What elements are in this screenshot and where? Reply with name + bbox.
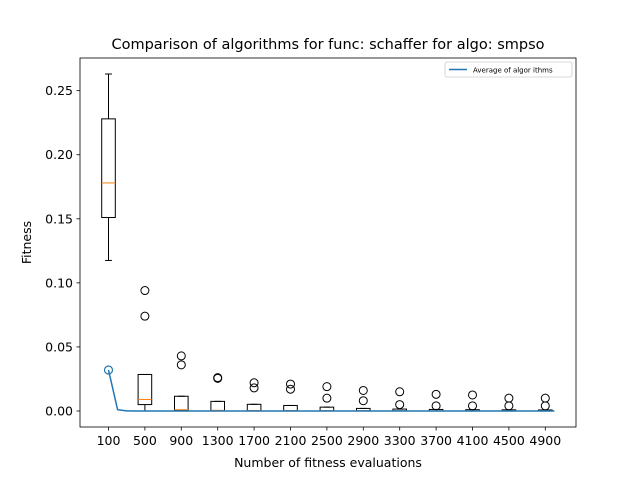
x-tick-label: 4500 bbox=[493, 433, 525, 448]
box-flier bbox=[468, 390, 477, 400]
plot-area bbox=[80, 58, 576, 427]
chart-title: Comparison of algorithms for func: schaf… bbox=[111, 37, 544, 53]
x-tick-label: 3300 bbox=[384, 433, 416, 448]
x-tick-label: 2900 bbox=[347, 433, 379, 448]
x-tick-label: 4100 bbox=[457, 433, 489, 448]
x-tick-label: 1300 bbox=[202, 433, 234, 448]
box-flier bbox=[504, 393, 514, 403]
legend: Average of algor ithms bbox=[444, 61, 573, 78]
box-flier bbox=[358, 396, 368, 406]
y-tick-label: 0.15 bbox=[45, 211, 73, 226]
box-flier bbox=[431, 389, 441, 399]
y-axis-label: Fitness bbox=[19, 221, 34, 264]
y-tick-label: 0.10 bbox=[45, 275, 73, 290]
box-flier bbox=[286, 379, 295, 389]
series-line bbox=[107, 369, 555, 412]
box-flier bbox=[540, 393, 550, 403]
box-flier bbox=[468, 401, 477, 411]
box-flier bbox=[176, 360, 186, 370]
legend-label: Average of algor ithms bbox=[473, 67, 553, 75]
y-axis: 0.00 0.05 0.10 0.15 0.20 0.25 bbox=[45, 83, 80, 418]
box-body bbox=[137, 373, 153, 406]
plot-frame bbox=[79, 57, 577, 428]
box-flier bbox=[140, 286, 150, 296]
legend-box bbox=[444, 61, 573, 78]
box-flier bbox=[249, 383, 259, 393]
x-tick-label: 2100 bbox=[275, 433, 307, 448]
y-tick-label: 0.20 bbox=[45, 147, 73, 162]
box-body bbox=[101, 118, 116, 219]
x-axis-label: Number of fitness evaluations bbox=[234, 455, 422, 470]
series bbox=[103, 365, 555, 412]
x-axis: 100 500 900 1300 1700 2100 2500 2900 3300 3700 410… bbox=[97, 427, 561, 448]
box-flier bbox=[213, 373, 223, 383]
box-flier bbox=[322, 382, 332, 392]
box-flier bbox=[140, 311, 150, 321]
box-100 bbox=[101, 73, 116, 261]
box-flier bbox=[322, 393, 332, 403]
x-tick-label: 2500 bbox=[311, 433, 343, 448]
box-flier bbox=[395, 387, 405, 397]
y-tick-label: 0.25 bbox=[45, 83, 73, 98]
series-marker bbox=[103, 365, 114, 375]
x-tick-label: 100 bbox=[97, 433, 121, 448]
box-flier bbox=[176, 351, 186, 361]
y-tick-label: 0.05 bbox=[45, 339, 73, 354]
box-flier bbox=[358, 385, 368, 395]
box-flier bbox=[286, 384, 295, 394]
y-tick-label: 0.00 bbox=[45, 403, 73, 418]
x-tick-label: 4900 bbox=[529, 433, 561, 448]
x-tick-label: 3700 bbox=[420, 433, 452, 448]
box-flier bbox=[431, 401, 441, 411]
x-tick-label: 900 bbox=[169, 433, 193, 448]
x-tick-label: 1700 bbox=[238, 433, 270, 448]
x-tick-label: 500 bbox=[133, 433, 157, 448]
box-flier bbox=[249, 378, 259, 388]
box-flier bbox=[395, 400, 405, 410]
